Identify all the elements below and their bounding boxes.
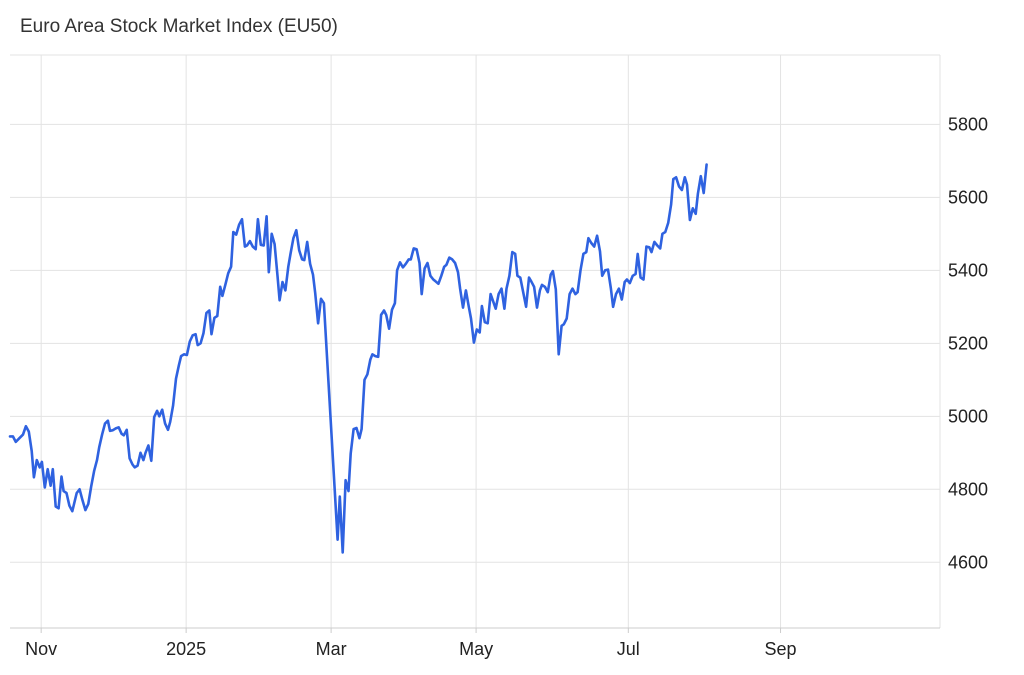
y-tick-label: 5000 — [948, 406, 988, 426]
grid-layer — [10, 54, 941, 628]
y-tick-label: 5400 — [948, 260, 988, 280]
y-tick-label: 5600 — [948, 187, 988, 207]
x-tick-label: Nov — [25, 639, 57, 659]
x-tick-label: May — [459, 639, 493, 659]
x-tick-label: Sep — [765, 639, 797, 659]
y-tick-label: 5800 — [948, 114, 988, 134]
series-layer — [8, 163, 708, 554]
x-tick-label: Mar — [316, 639, 347, 659]
chart-title: Euro Area Stock Market Index (EU50) — [20, 16, 338, 37]
y-tick-label: 4600 — [948, 552, 988, 572]
series-line — [8, 163, 708, 554]
axis-layer: 4600 4800 5000 5200 5400 5600 5800 Nov 2025 Mar Ma… — [10, 114, 988, 659]
y-tick-label: 4800 — [948, 479, 988, 499]
x-tick-label: Jul — [617, 639, 640, 659]
x-tick-label: 2025 — [166, 639, 206, 659]
y-tick-label: 5200 — [948, 333, 988, 353]
